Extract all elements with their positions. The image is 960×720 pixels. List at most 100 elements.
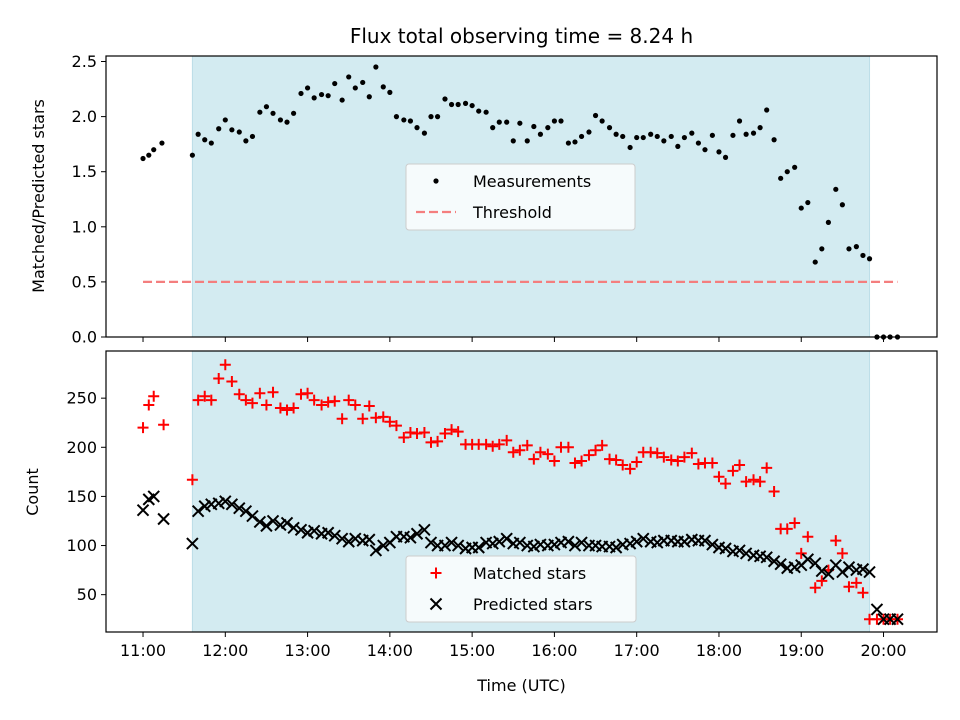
measurement-point	[270, 110, 276, 116]
measurement-point	[654, 133, 660, 140]
matched-star-point	[213, 373, 225, 385]
measurement-point	[352, 85, 358, 91]
measurement-point	[757, 125, 763, 131]
series-matched-stars	[137, 359, 904, 625]
measurement-point	[284, 119, 290, 125]
y-tick-label: 1.0	[72, 217, 97, 236]
matched-star-point	[795, 547, 807, 559]
measurement-point	[592, 112, 599, 119]
y-tick-label: 250	[66, 389, 97, 408]
measurement-point	[504, 119, 510, 125]
predicted-star-point	[369, 544, 383, 557]
measurement-point	[510, 138, 516, 144]
measurement-point	[750, 130, 757, 136]
matched-star-point	[686, 447, 698, 459]
measurement-point	[819, 246, 825, 252]
y-tick-label: 0.0	[72, 328, 97, 347]
measurement-point	[140, 155, 146, 162]
predicted-star-point	[637, 532, 650, 545]
measurement-point	[792, 164, 798, 170]
measurement-point	[290, 110, 297, 116]
lower-y-axis-label: Count	[23, 468, 42, 516]
measurement-point	[730, 132, 736, 138]
measurement-point	[634, 134, 640, 141]
matched-star-point	[836, 547, 848, 559]
legend-label: Threshold	[472, 203, 552, 222]
measurement-point	[551, 118, 558, 124]
predicted-star-point	[609, 541, 623, 554]
measurement-point	[537, 131, 544, 137]
matched-star-point	[316, 399, 328, 411]
matched-star-point	[199, 390, 211, 402]
predicted-star-point	[136, 503, 150, 517]
y-tick-label: 200	[66, 438, 97, 457]
matched-star-point	[583, 449, 595, 461]
predicted-star-point	[147, 490, 160, 503]
measurement-point	[586, 129, 592, 135]
matched-star-point	[439, 428, 451, 440]
predicted-star-point	[253, 515, 267, 529]
predicted-star-point	[774, 557, 787, 571]
predicted-star-point	[363, 533, 376, 546]
predicted-star-point	[891, 613, 904, 626]
predicted-star-point	[157, 512, 170, 526]
predicted-star-point	[815, 564, 829, 578]
matched-star-point	[219, 359, 231, 371]
measurement-point	[661, 138, 667, 144]
measurement-point	[373, 64, 379, 70]
matched-star-point	[624, 463, 636, 475]
predicted-star-point	[239, 504, 253, 518]
matched-star-point	[706, 457, 718, 469]
matched-star-point	[390, 420, 402, 432]
predicted-star-point	[280, 516, 294, 530]
measurement-point	[229, 127, 235, 133]
matched-star-point	[631, 456, 643, 468]
predicted-star-point	[438, 539, 452, 552]
measurement-point	[668, 133, 674, 140]
predicted-star-point	[418, 523, 431, 537]
matched-star-point	[596, 439, 608, 451]
predicted-star-point	[266, 514, 280, 528]
x-tick-label: 15:00	[449, 641, 495, 660]
measurement-point	[524, 138, 530, 144]
measurement-point	[407, 118, 414, 124]
matched-star-point	[857, 587, 869, 599]
measurement-point	[318, 91, 325, 98]
predicted-star-point	[630, 535, 643, 548]
matched-star-point	[158, 419, 170, 431]
matched-star-point	[569, 457, 581, 469]
measurement-point	[722, 154, 729, 160]
matched-star-point	[528, 453, 540, 465]
legend-dot-marker	[433, 178, 439, 184]
measurement-point	[216, 126, 222, 132]
measurement-point	[833, 186, 839, 192]
measurement-point	[648, 131, 654, 137]
matched-star-point	[302, 387, 314, 399]
legend-plus-marker	[430, 567, 442, 579]
matched-star-point	[398, 431, 410, 443]
predicted-star-point	[500, 532, 513, 545]
matched-star-point	[809, 582, 821, 594]
measurement-point	[517, 120, 523, 126]
upper-y-axis-label: Matched/Predicted stars	[29, 99, 48, 293]
measurement-point	[277, 117, 284, 123]
y-tick-label: 1.5	[72, 162, 97, 181]
measurement-point	[846, 246, 852, 252]
measurement-point	[620, 133, 626, 140]
predicted-star-point	[870, 603, 884, 616]
measurement-point	[689, 130, 695, 136]
matched-star-point	[740, 476, 752, 488]
measurement-point	[202, 137, 208, 143]
measurement-point	[332, 80, 338, 87]
measurement-point	[572, 139, 578, 145]
measurement-point	[236, 129, 242, 135]
measurement-point	[393, 114, 400, 120]
matched-star-point	[336, 413, 348, 425]
matched-star-point	[254, 387, 266, 399]
predicted-star-point	[342, 535, 355, 548]
measurement-point	[257, 109, 263, 115]
measurement-point	[558, 118, 564, 124]
y-tick-label: 50	[77, 585, 97, 604]
predicted-star-point	[568, 539, 582, 552]
